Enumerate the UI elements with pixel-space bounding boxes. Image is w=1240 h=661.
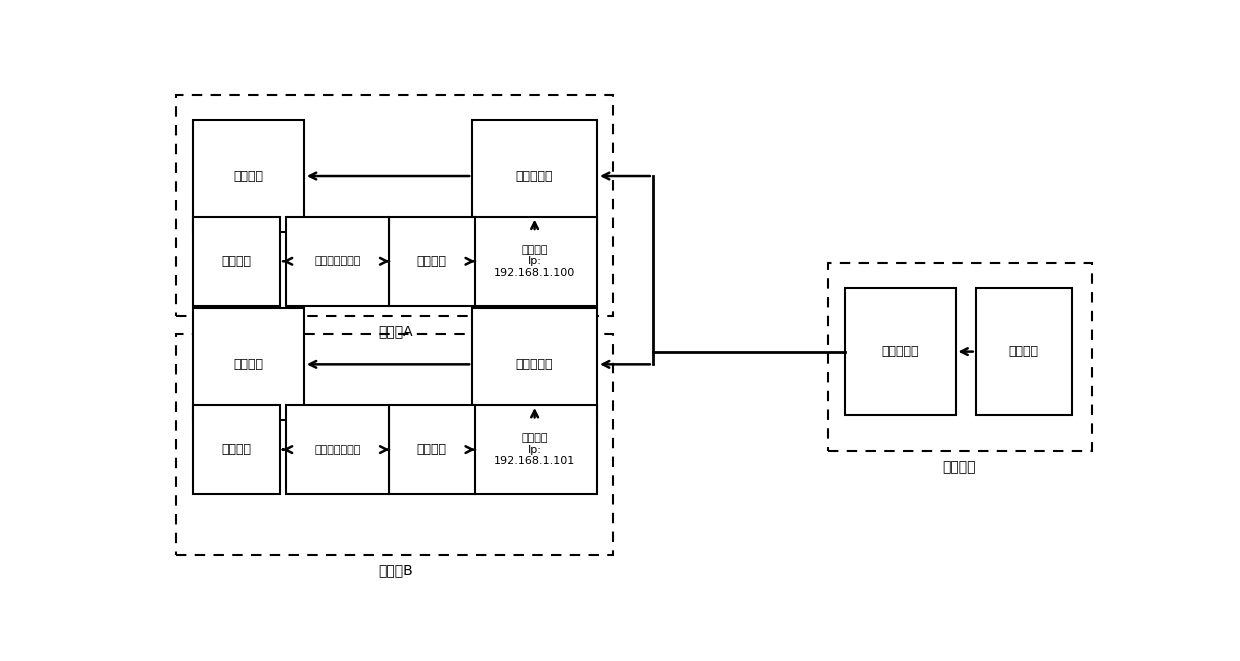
Bar: [176, 334, 614, 555]
Bar: [844, 288, 956, 415]
Bar: [176, 95, 614, 316]
Bar: [193, 405, 280, 494]
Text: 波形信号发生器: 波形信号发生器: [315, 445, 361, 455]
Bar: [472, 405, 596, 494]
Bar: [976, 288, 1071, 415]
Text: 搜救功能: 搜救功能: [233, 169, 264, 182]
Bar: [472, 217, 596, 306]
Text: 转化模块: 转化模块: [417, 254, 446, 268]
Text: 调度软件: 调度软件: [1009, 345, 1039, 358]
Text: 自组网设备: 自组网设备: [516, 358, 553, 371]
Bar: [472, 120, 596, 232]
Text: 自组网设备: 自组网设备: [882, 345, 919, 358]
Text: 自组网设备: 自组网设备: [516, 169, 553, 182]
Text: 电机驱动: 电机驱动: [222, 443, 252, 456]
Bar: [472, 308, 596, 420]
Bar: [285, 217, 389, 306]
Text: 机器人B: 机器人B: [378, 563, 413, 578]
Bar: [193, 217, 280, 306]
Bar: [388, 217, 475, 306]
Text: 机器人A: 机器人A: [378, 325, 413, 338]
Bar: [388, 405, 475, 494]
Text: 波形信号发生器: 波形信号发生器: [315, 256, 361, 266]
Bar: [828, 262, 1092, 451]
Text: 网络模块
Ip:
192.168.1.101: 网络模块 Ip: 192.168.1.101: [494, 433, 575, 466]
Text: 转化模块: 转化模块: [417, 443, 446, 456]
Bar: [285, 405, 389, 494]
Text: 电机驱动: 电机驱动: [222, 254, 252, 268]
Text: 调度中心: 调度中心: [942, 460, 976, 474]
Text: 搜救功能: 搜救功能: [233, 358, 264, 371]
Bar: [193, 308, 304, 420]
Text: 网络模块
Ip:
192.168.1.100: 网络模块 Ip: 192.168.1.100: [494, 245, 575, 278]
Bar: [193, 120, 304, 232]
